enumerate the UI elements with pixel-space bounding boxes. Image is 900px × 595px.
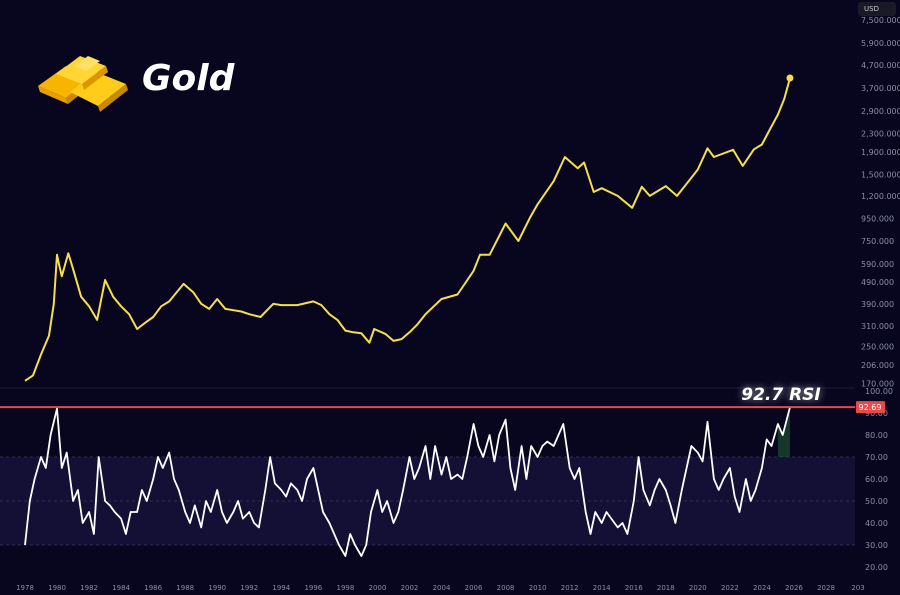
rsi-tick-label: 70.00: [865, 453, 888, 462]
rsi-axis[interactable]: 100.00 90.00 80.00 70.00 60.00 50.00 40.00 30.0…: [865, 387, 893, 572]
time-tick-label: 2018: [657, 584, 675, 592]
overlay: 92.69 92.7 RSI: [0, 385, 885, 414]
time-tick-label: 2010: [529, 584, 547, 592]
rsi-tick-label: 20.00: [865, 563, 888, 572]
price-tick-label: 950.000: [861, 214, 894, 223]
time-tick-label: 1998: [336, 584, 354, 592]
price-tick-label: 750.000: [861, 237, 894, 246]
gold-bars-icon: [36, 52, 130, 118]
price-tick-label: 250.000: [861, 343, 894, 352]
price-tick-label: 1,200.000: [861, 192, 900, 201]
price-tick-label: 4,700.000: [861, 61, 900, 70]
rsi-tick-label: 100.00: [865, 387, 893, 396]
time-tick-label: 2012: [561, 584, 579, 592]
time-tick-label: 1984: [112, 584, 130, 592]
price-axis[interactable]: 7,500.000 5,900.000 4,700.000 3,700.000 2,90…: [861, 16, 900, 389]
rsi-tick-label: 90.00: [865, 409, 888, 418]
time-tick-label: 2008: [497, 584, 515, 592]
currency-button[interactable]: USD: [858, 2, 896, 16]
price-tick-label: 3,700.000: [861, 84, 900, 93]
price-last-point: [786, 74, 794, 82]
time-tick-label: 2016: [625, 584, 643, 592]
rsi-tick-label: 60.00: [865, 475, 888, 484]
chart-title: Gold: [142, 58, 235, 99]
price-tick-label: 206.000: [861, 361, 894, 370]
price-tick-label: 5,900.000: [861, 39, 900, 48]
time-tick-label: 2004: [433, 584, 451, 592]
price-tick-label: 2,900.000: [861, 107, 900, 116]
time-tick-label: 2022: [721, 584, 739, 592]
time-tick-label: 1992: [240, 584, 258, 592]
price-tick-label: 7,500.000: [861, 16, 900, 25]
rsi-series: [24, 406, 791, 557]
price-series: [24, 74, 794, 382]
time-tick-label: 2014: [593, 584, 611, 592]
time-tick-label: 2006: [465, 584, 483, 592]
time-tick-label: 2000: [369, 584, 387, 592]
price-tick-label: 490.000: [861, 278, 894, 287]
time-tick-label: 203: [851, 584, 864, 592]
time-tick-label: 1986: [144, 584, 162, 592]
price-line: [24, 77, 791, 382]
price-tick-label: 1,500.000: [861, 171, 900, 180]
time-tick-label: 2028: [817, 584, 835, 592]
rsi-line: [24, 406, 791, 557]
time-tick-label: 2002: [401, 584, 419, 592]
current-rsi-badge-label: 92.69: [859, 403, 882, 412]
time-tick-label: 2026: [785, 584, 803, 592]
time-tick-label: 1994: [272, 584, 290, 592]
time-tick-label: 1982: [80, 584, 98, 592]
time-tick-label: 2020: [689, 584, 707, 592]
time-tick-label: 1996: [304, 584, 322, 592]
time-tick-label: 1978: [16, 584, 34, 592]
price-tick-label: 390.000: [861, 300, 894, 309]
rsi-tick-label: 80.00: [865, 431, 888, 440]
rsi-band: [0, 456, 855, 546]
time-tick-label: 1990: [208, 584, 226, 592]
rsi-tick-label: 50.00: [865, 497, 888, 506]
price-tick-label: 1,900.000: [861, 148, 900, 157]
rsi-tick-label: 40.00: [865, 519, 888, 528]
rsi-annotation: 92.7 RSI: [741, 385, 821, 405]
rsi-tick-label: 30.00: [865, 541, 888, 550]
time-tick-label: 1980: [48, 584, 66, 592]
price-tick-label: 310.000: [861, 322, 894, 331]
price-tick-label: 590.000: [861, 260, 894, 269]
time-tick-label: 2024: [753, 584, 771, 592]
current-rsi-badge: [856, 401, 885, 414]
time-axis[interactable]: 1978 1980 1982 1984 1986 1988 1990 1992 1994 1996…: [16, 584, 865, 592]
price-tick-label: 2,300.000: [861, 129, 900, 138]
time-tick-label: 1988: [176, 584, 194, 592]
price-tick-label: 170.000: [861, 380, 894, 389]
